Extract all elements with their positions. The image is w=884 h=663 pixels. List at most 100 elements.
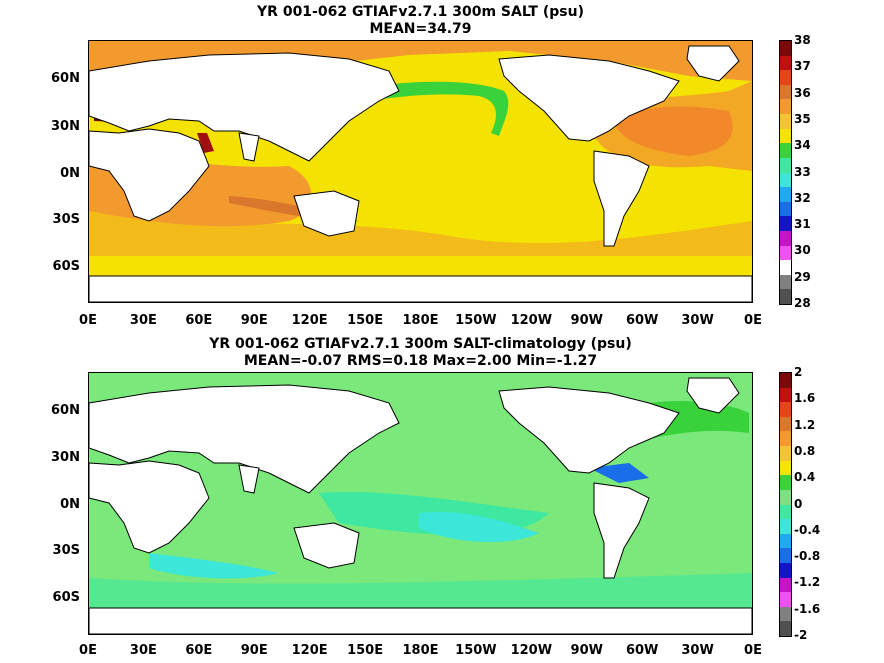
india	[238, 464, 260, 494]
x-tick-label: 30E	[129, 643, 157, 658]
colorbar-label: 1.2	[794, 417, 816, 432]
y-tick-label: 30S	[52, 212, 80, 227]
colorbar-label: 38	[794, 33, 811, 47]
colorbar-segment	[780, 172, 791, 188]
colorbar-segment	[780, 562, 791, 579]
x-tick-label: 90W	[570, 313, 603, 328]
eurasia	[89, 384, 400, 494]
south-america	[593, 482, 650, 579]
north-america	[498, 386, 680, 474]
colorbar-segment	[780, 41, 791, 57]
colorbar-segment	[780, 416, 791, 432]
x-tick-label: 150E	[347, 643, 384, 658]
india	[238, 132, 260, 162]
anomaly-map	[88, 372, 753, 635]
southern-ocean-light	[89, 573, 752, 608]
eurasia	[89, 52, 400, 162]
salinity-map	[88, 40, 753, 303]
colorbar-label: 36	[794, 85, 811, 100]
colorbar-segment	[780, 548, 791, 564]
x-tick-label: 120W	[510, 313, 553, 328]
colorbar-label: 32	[794, 190, 811, 205]
x-tick-label: 150W	[455, 643, 497, 658]
north-america	[498, 54, 680, 142]
y-tick-label: 60S	[52, 590, 80, 605]
y-tick-label: 30N	[51, 450, 80, 465]
red-sea	[197, 133, 214, 153]
x-tick-label: 90W	[570, 643, 603, 658]
colorbar-label: 0.8	[794, 443, 816, 458]
panel2-title-line1: YR 001-062 GTIAFv2.7.1 300m SALT-climato…	[209, 336, 632, 352]
x-tick-label: 0E	[79, 643, 97, 658]
colorbar-segment	[780, 201, 791, 217]
x-tick-label: 90E	[240, 643, 268, 658]
colorbar-segment	[780, 475, 791, 491]
colorbar-label: -0.4	[794, 522, 821, 537]
colorbar-label: 33	[794, 164, 811, 179]
colorbar-label: 0.4	[794, 470, 816, 485]
colorbar-label: 28	[794, 296, 811, 310]
colorbar-segment	[780, 84, 791, 100]
colorbar-label: -2	[794, 628, 808, 642]
x-tick-label: 120E	[291, 313, 328, 328]
x-tick-label: 120E	[291, 643, 328, 658]
x-tick-label: 30W	[681, 643, 714, 658]
x-tick-label: 0E	[744, 643, 762, 658]
colorbar-label: -0.8	[794, 549, 821, 564]
colorbar-segment	[780, 592, 791, 608]
africa	[89, 460, 210, 554]
south-america	[593, 150, 650, 247]
x-tick-label: 60W	[625, 643, 659, 658]
colorbar-segment	[780, 489, 791, 505]
colorbar-label: -1.6	[794, 601, 821, 616]
colorbar-segment	[780, 577, 791, 593]
colorbar-segment	[780, 460, 791, 476]
panel1-title-line2: MEAN=34.79	[369, 21, 472, 37]
colorbar-segment	[780, 519, 791, 535]
colorbar-segment	[780, 99, 791, 115]
antarctica	[89, 607, 752, 634]
colorbar-segment	[780, 373, 791, 389]
x-tick-label: 150E	[347, 313, 384, 328]
colorbar-anomaly	[779, 372, 792, 637]
y-tick-label: 60N	[51, 403, 80, 418]
colorbar-segment	[780, 446, 791, 462]
y-tick-label: 60N	[51, 71, 80, 86]
africa	[89, 128, 210, 222]
antarctica	[89, 275, 752, 302]
southern-band	[89, 211, 752, 256]
colorbar-segment	[780, 260, 791, 276]
colorbar-label: 1.6	[794, 391, 816, 406]
north-band	[89, 41, 752, 81]
colorbar-label: 35	[794, 111, 811, 126]
colorbar-salinity	[779, 40, 792, 305]
colorbar-segment	[780, 245, 791, 261]
colorbar-segment	[780, 143, 791, 159]
central-pacific-cyan	[419, 512, 539, 543]
colorbar-segment	[780, 274, 791, 290]
colorbar-segment	[780, 114, 791, 130]
colorbar-segment	[780, 402, 791, 418]
greenland	[686, 45, 740, 82]
colorbar-segment	[780, 55, 791, 71]
colorbar-segment	[780, 289, 791, 305]
x-tick-label: 90E	[240, 313, 268, 328]
colorbar-segment	[780, 606, 791, 622]
x-tick-label: 30W	[681, 313, 714, 328]
colorbar-segment	[780, 533, 791, 549]
colorbar-label: 30	[794, 243, 811, 258]
y-tick-label: 0N	[60, 166, 80, 181]
australia	[293, 190, 360, 237]
greenland	[686, 377, 740, 414]
north-atlantic-positive	[649, 401, 749, 438]
colorbar-segment	[780, 216, 791, 232]
x-tick-label: 60E	[185, 643, 213, 658]
y-tick-label: 60S	[52, 259, 80, 274]
colorbar-segment	[780, 157, 791, 173]
x-tick-label: 60W	[625, 313, 659, 328]
colorbar-label: -1.2	[794, 575, 821, 590]
colorbar-label: 29	[794, 269, 811, 284]
gulf-stream-negative	[589, 463, 649, 483]
panel2-title-line2: MEAN=-0.07 RMS=0.18 Max=2.00 Min=-1.27	[243, 353, 598, 369]
x-tick-label: 0E	[744, 313, 762, 328]
